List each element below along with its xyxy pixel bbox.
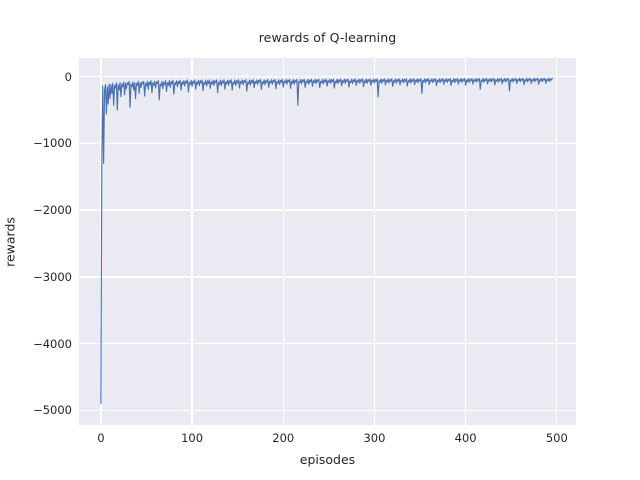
x-tick-label-3: 300 xyxy=(363,431,386,445)
gridline-vertical-5 xyxy=(556,58,558,425)
y-tick-label-2: −2000 xyxy=(33,203,72,218)
chart-title: rewards of Q-learning xyxy=(258,30,397,45)
gridline-vertical-3 xyxy=(373,58,376,425)
gridline-vertical-1 xyxy=(191,58,193,425)
x-axis-tick-labels: 0 100 200 300 400 500 xyxy=(79,431,576,451)
y-tick-label-4: −4000 xyxy=(33,336,72,351)
gridline-vertical-4 xyxy=(465,58,467,425)
y-axis-tick-labels: 0 −1000 −2000 −3000 −4000 −5000 xyxy=(0,58,72,425)
x-tick-label-4: 400 xyxy=(454,431,477,445)
y-tick-label-0: 0 xyxy=(64,69,72,84)
reward-polyline xyxy=(100,77,553,405)
gridline-horizontal-0 xyxy=(79,76,576,78)
gridline-horizontal-2 xyxy=(79,209,576,211)
x-tick-label-2: 200 xyxy=(272,431,295,445)
gridline-horizontal-1 xyxy=(79,142,576,145)
reward-line-series xyxy=(100,77,553,405)
gridline-horizontal-3 xyxy=(79,276,576,278)
x-tick-label-1: 100 xyxy=(181,431,204,445)
gridline-horizontal-5 xyxy=(79,409,576,411)
plot-area xyxy=(79,58,576,425)
gridline-vertical-2 xyxy=(282,58,284,425)
y-tick-label-5: −5000 xyxy=(33,403,72,418)
x-tick-label-0: 0 xyxy=(97,431,105,445)
y-tick-label-1: −1000 xyxy=(33,136,72,151)
gridline-horizontal-4 xyxy=(79,342,576,345)
gridline-vertical-0 xyxy=(100,58,102,425)
y-tick-label-3: −3000 xyxy=(33,269,72,284)
x-tick-label-5: 500 xyxy=(545,431,568,445)
x-axis-label: episodes xyxy=(299,452,356,467)
